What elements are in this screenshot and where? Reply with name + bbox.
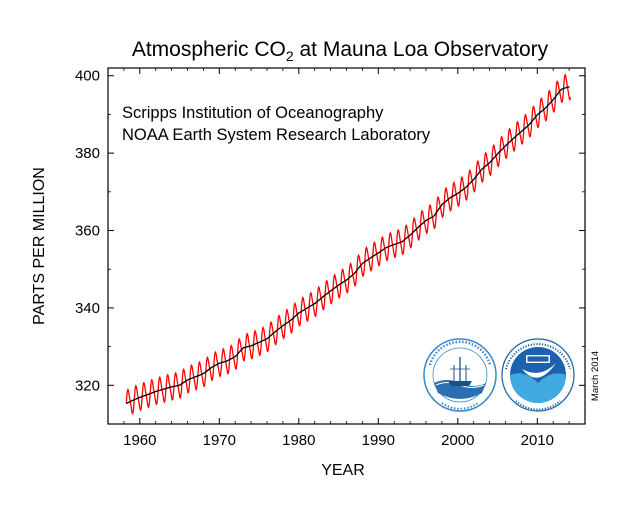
credit-line-1: Scripps Institution of Oceanography xyxy=(122,104,384,122)
y-tick-label: 400 xyxy=(75,68,100,85)
chart-title-subscript: 2 xyxy=(286,48,294,64)
y-tick-label: 340 xyxy=(75,300,100,317)
series-monthly-co2-line xyxy=(125,73,572,415)
chart-title-main: Atmospheric CO xyxy=(132,38,286,61)
x-tick-label: 1960 xyxy=(123,432,156,449)
x-tick-label: 1970 xyxy=(203,432,236,449)
x-tick-label: 2010 xyxy=(521,432,554,449)
chart-title: Atmospheric CO2 at Mauna Loa Observatory xyxy=(132,38,549,64)
scripps-seal-logo xyxy=(423,338,497,412)
y-tick-label: 360 xyxy=(75,223,100,240)
y-axis-label: PARTS PER MILLION xyxy=(31,167,48,325)
chart-title-rest: at Mauna Loa Observatory xyxy=(294,38,549,61)
x-tick-label: 1990 xyxy=(362,432,395,449)
noaa-logo xyxy=(501,338,575,412)
y-tick-label: 320 xyxy=(75,377,100,394)
x-axis-ticks: 1960 1970 1980 1990 2000 2010 xyxy=(123,68,570,449)
x-tick-label: 2000 xyxy=(441,432,474,449)
y-axis-ticks: 320 340 360 380 400 xyxy=(75,68,585,425)
x-tick-label: 1980 xyxy=(282,432,315,449)
date-note: March 2014 xyxy=(590,351,601,401)
x-axis-label: YEAR xyxy=(321,462,365,479)
y-tick-label: 380 xyxy=(75,145,100,162)
credit-line-2: NOAA Earth System Research Laboratory xyxy=(122,126,431,144)
series-trend-co2-line xyxy=(126,85,570,405)
